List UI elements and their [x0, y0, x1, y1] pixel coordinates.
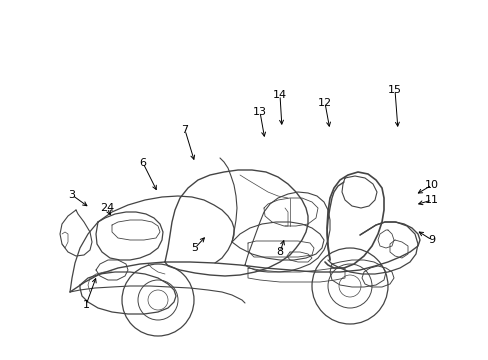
Text: 10: 10	[424, 180, 438, 190]
Text: 5: 5	[191, 243, 198, 253]
Text: 8: 8	[276, 247, 283, 257]
Text: 9: 9	[427, 235, 435, 245]
Text: 6: 6	[139, 158, 146, 168]
Text: 12: 12	[317, 98, 331, 108]
Text: 14: 14	[272, 90, 286, 100]
Text: 24: 24	[100, 203, 114, 213]
Text: 15: 15	[387, 85, 401, 95]
Text: 3: 3	[68, 190, 75, 200]
Text: 7: 7	[181, 125, 188, 135]
Text: 1: 1	[82, 300, 89, 310]
Text: 13: 13	[252, 107, 266, 117]
Text: 11: 11	[424, 195, 438, 205]
